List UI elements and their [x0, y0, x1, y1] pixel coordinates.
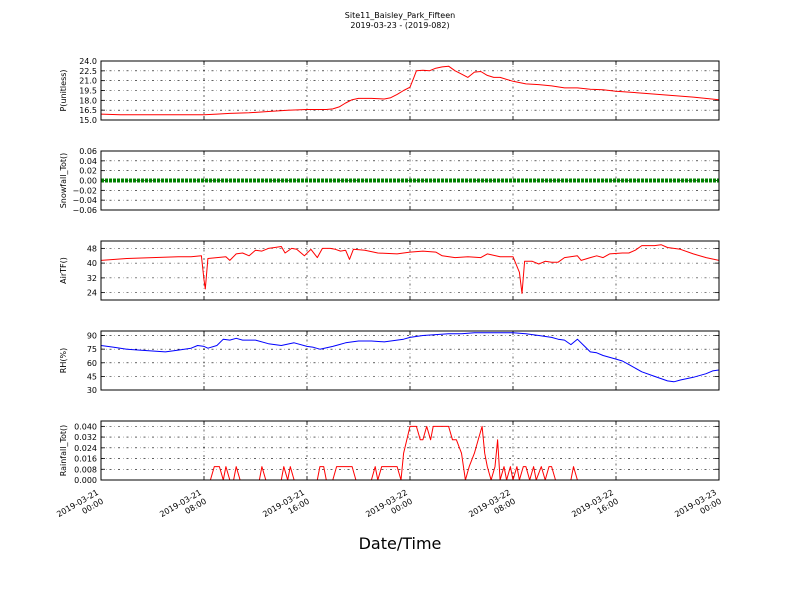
x-tick-label: 2019-03-2300:00 — [673, 488, 723, 528]
y-tick-label: 45 — [87, 372, 97, 381]
series-line — [101, 332, 719, 383]
y-tick-label: 30 — [87, 386, 97, 395]
y-tick-label: −0.04 — [72, 196, 97, 205]
y-tick-label: 24 — [87, 289, 97, 298]
x-tick-label: 2019-03-2116:00 — [261, 488, 311, 528]
chart-title: Site11_Baisley_Park_Fifteen — [344, 11, 456, 20]
y-tick-label: 22.5 — [79, 67, 97, 76]
series-line — [101, 244, 719, 294]
y-tick-label: −0.02 — [72, 186, 97, 195]
y-tick-label: 0.04 — [79, 157, 97, 166]
chart-subtitle: 2019-03-23 - (2019-082) — [350, 21, 450, 30]
axes-frame — [100, 420, 720, 481]
axes-frame — [100, 60, 720, 121]
y-tick-label: −0.06 — [72, 206, 97, 215]
y-tick-label: 75 — [87, 345, 97, 354]
x-tick-label: 2019-03-2208:00 — [467, 488, 517, 528]
axes-frame — [100, 330, 720, 391]
y-axis-label: Snowfall_Tot() — [59, 153, 68, 209]
y-tick-label: 0.02 — [79, 167, 97, 176]
series-line — [101, 425, 719, 480]
y-tick-label: 24.0 — [79, 57, 97, 66]
x-tick-label: 2019-03-2200:00 — [364, 488, 414, 528]
y-tick-label: 18.0 — [79, 96, 97, 105]
panel-4: 30 45 60 75 90 RH(%) — [59, 330, 720, 395]
y-tick-label: 21.0 — [79, 77, 97, 86]
x-tick-label: 2019-03-2108:00 — [158, 488, 208, 528]
y-tick-label: 0.032 — [74, 433, 97, 442]
y-tick-label: 48 — [87, 244, 97, 253]
y-tick-label: 0.016 — [74, 455, 97, 464]
y-tick-label: 0.06 — [79, 147, 97, 156]
y-tick-label: 15.0 — [79, 116, 97, 125]
panel-2: −0.06−0.04−0.020.000.020.040.06 Snowfall_… — [59, 147, 720, 215]
y-axis-label: Rainfall_Tot() — [59, 425, 68, 477]
y-axis-label: RH(%) — [59, 348, 68, 373]
x-tick-label: 2019-03-2216:00 — [570, 488, 620, 528]
y-tick-label: 32 — [87, 274, 97, 283]
y-tick-label: 90 — [87, 332, 97, 341]
y-tick-label: 0.00 — [79, 177, 97, 186]
y-tick-label: 60 — [87, 359, 97, 368]
y-tick-label: 0.040 — [74, 422, 97, 431]
panel-1: 15.016.518.019.521.022.524.0 P(unitless) — [59, 57, 720, 125]
axes-frame — [100, 150, 720, 211]
axes-frame — [100, 240, 720, 301]
y-axis-label: P(unitless) — [59, 69, 68, 111]
y-tick-label: 0.024 — [74, 444, 97, 453]
y-tick-label: 40 — [87, 259, 97, 268]
panel-3: 24 32 40 48 AirTF() — [59, 240, 720, 301]
y-tick-label: 0.008 — [74, 465, 97, 474]
x-tick-label: 2019-03-2100:00 — [55, 488, 105, 528]
series-line — [101, 65, 719, 116]
y-tick-label: 0.000 — [74, 476, 97, 485]
y-tick-label: 19.5 — [79, 87, 97, 96]
y-axis-label: AirTF() — [59, 257, 68, 284]
y-tick-label: 16.5 — [79, 106, 97, 115]
x-axis-label: Date/Time — [358, 534, 442, 553]
